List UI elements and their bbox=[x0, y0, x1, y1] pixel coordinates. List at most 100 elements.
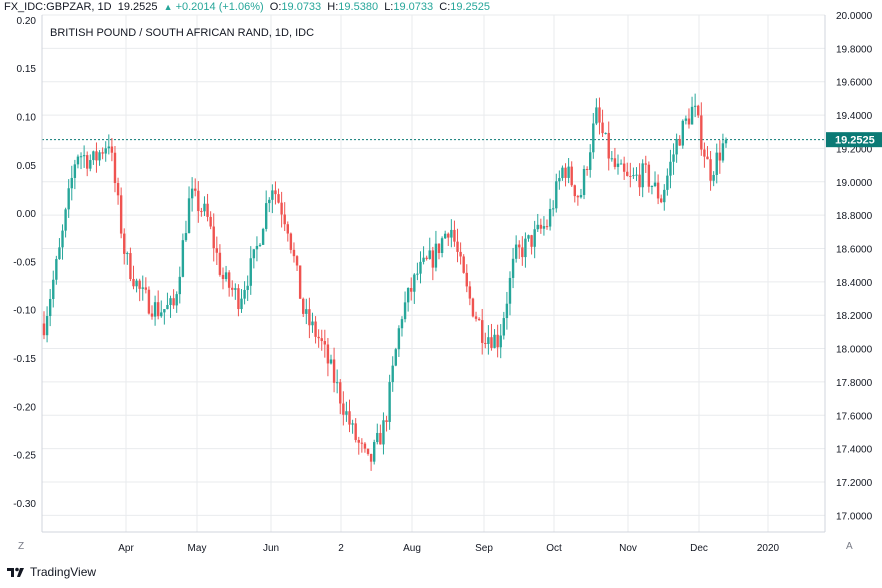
candle-body[interactable] bbox=[388, 382, 391, 422]
candle-body[interactable] bbox=[598, 107, 601, 123]
candle-body[interactable] bbox=[585, 168, 589, 170]
candle-body[interactable] bbox=[234, 288, 237, 290]
candle-body[interactable] bbox=[592, 123, 595, 153]
candle-body[interactable] bbox=[240, 298, 243, 310]
candle-body[interactable] bbox=[243, 289, 246, 299]
candle-body[interactable] bbox=[277, 194, 280, 203]
left-axis-labels[interactable]: 0.20 0.15 0.10 0.05 0.00 -0.05 -0.10 -0.15 -0.20… bbox=[13, 16, 36, 510]
candle-body[interactable] bbox=[268, 199, 271, 204]
candle-body[interactable] bbox=[394, 349, 398, 366]
candle-body[interactable] bbox=[95, 151, 98, 161]
candle-body[interactable] bbox=[144, 287, 148, 290]
candle-body[interactable] bbox=[52, 279, 55, 299]
candle-body[interactable] bbox=[397, 328, 401, 350]
candle-body[interactable] bbox=[348, 411, 351, 425]
candle-body[interactable] bbox=[107, 146, 111, 149]
candle-body[interactable] bbox=[721, 143, 725, 161]
candle-body[interactable] bbox=[70, 177, 73, 189]
candle-body[interactable] bbox=[638, 174, 641, 188]
candle-body[interactable] bbox=[357, 439, 360, 443]
candle-body[interactable] bbox=[502, 318, 506, 336]
candle-body[interactable] bbox=[459, 251, 462, 257]
candle-body[interactable] bbox=[434, 243, 438, 268]
candle-body[interactable] bbox=[342, 403, 345, 415]
candle-body[interactable] bbox=[527, 235, 530, 239]
candle-body[interactable] bbox=[184, 233, 188, 241]
candle-body[interactable] bbox=[613, 158, 617, 167]
candle-body[interactable] bbox=[369, 453, 373, 462]
candle-body[interactable] bbox=[468, 286, 472, 299]
candle-body[interactable] bbox=[61, 230, 64, 248]
candle-body[interactable] bbox=[98, 152, 101, 161]
candle-body[interactable] bbox=[524, 238, 527, 258]
candle-body[interactable] bbox=[339, 382, 342, 404]
candle-body[interactable] bbox=[354, 423, 357, 440]
candle-body[interactable] bbox=[255, 245, 259, 250]
candle-body[interactable] bbox=[706, 156, 709, 160]
candle-body[interactable] bbox=[539, 224, 543, 229]
candle-body[interactable] bbox=[153, 302, 157, 317]
candle-body[interactable] bbox=[194, 188, 197, 191]
candle-body[interactable] bbox=[462, 256, 465, 273]
candle-body[interactable] bbox=[274, 190, 277, 195]
candle-body[interactable] bbox=[447, 233, 450, 238]
candle-body[interactable] bbox=[187, 198, 191, 234]
candle-body[interactable] bbox=[73, 164, 77, 178]
symbol-name[interactable]: FX_IDC:GBPZAR, 1D bbox=[4, 1, 112, 13]
candle-body[interactable] bbox=[231, 287, 234, 290]
candle-body[interactable] bbox=[271, 190, 274, 200]
candle-body[interactable] bbox=[678, 138, 681, 146]
candle-body[interactable] bbox=[138, 280, 141, 289]
candle-body[interactable] bbox=[264, 203, 268, 229]
candle-body[interactable] bbox=[215, 248, 219, 253]
candle-body[interactable] bbox=[709, 159, 712, 181]
candle-body[interactable] bbox=[335, 382, 339, 384]
candle-body[interactable] bbox=[48, 298, 52, 317]
candle-body[interactable] bbox=[579, 195, 583, 198]
candle-body[interactable] bbox=[607, 132, 610, 159]
candle-body[interactable] bbox=[508, 277, 512, 304]
candle-body[interactable] bbox=[156, 302, 160, 317]
candle-body[interactable] bbox=[206, 203, 209, 217]
auto-scale-button[interactable]: A bbox=[846, 541, 853, 552]
candle-body[interactable] bbox=[450, 229, 453, 238]
candle-body[interactable] bbox=[616, 163, 620, 167]
candle-body[interactable] bbox=[379, 432, 382, 445]
candle-body[interactable] bbox=[391, 365, 394, 383]
candle-body[interactable] bbox=[289, 233, 293, 250]
candle-body[interactable] bbox=[147, 289, 151, 314]
candle-body[interactable] bbox=[533, 229, 536, 247]
candle-body[interactable] bbox=[693, 105, 697, 107]
candle-body[interactable] bbox=[610, 158, 614, 160]
candle-body[interactable] bbox=[172, 298, 175, 306]
candle-body[interactable] bbox=[42, 323, 46, 336]
candle-body[interactable] bbox=[536, 224, 539, 230]
candle-body[interactable] bbox=[366, 448, 370, 454]
candle-body[interactable] bbox=[422, 257, 425, 262]
candle-body[interactable] bbox=[672, 154, 675, 162]
candle-body[interactable] bbox=[650, 185, 654, 187]
candle-body[interactable] bbox=[141, 287, 144, 289]
candle-body[interactable] bbox=[126, 253, 129, 255]
candle-body[interactable] bbox=[514, 244, 518, 259]
candle-body[interactable] bbox=[227, 272, 231, 288]
candle-body[interactable] bbox=[663, 189, 666, 203]
candle-body[interactable] bbox=[669, 161, 672, 176]
candle-body[interactable] bbox=[79, 156, 83, 158]
candle-body[interactable] bbox=[295, 256, 299, 266]
candle-body[interactable] bbox=[329, 359, 333, 364]
candle-body[interactable] bbox=[687, 118, 691, 125]
candle-body[interactable] bbox=[212, 226, 215, 249]
candle-body[interactable] bbox=[305, 309, 308, 314]
candle-body[interactable] bbox=[197, 190, 200, 212]
candle-body[interactable] bbox=[558, 178, 561, 182]
candle-body[interactable] bbox=[135, 280, 138, 287]
candle-body[interactable] bbox=[619, 163, 623, 165]
candle-body[interactable] bbox=[113, 152, 117, 184]
candle-body[interactable] bbox=[518, 244, 521, 248]
candle-body[interactable] bbox=[45, 316, 49, 336]
candle-body[interactable] bbox=[456, 241, 459, 252]
candle-body[interactable] bbox=[647, 164, 651, 187]
